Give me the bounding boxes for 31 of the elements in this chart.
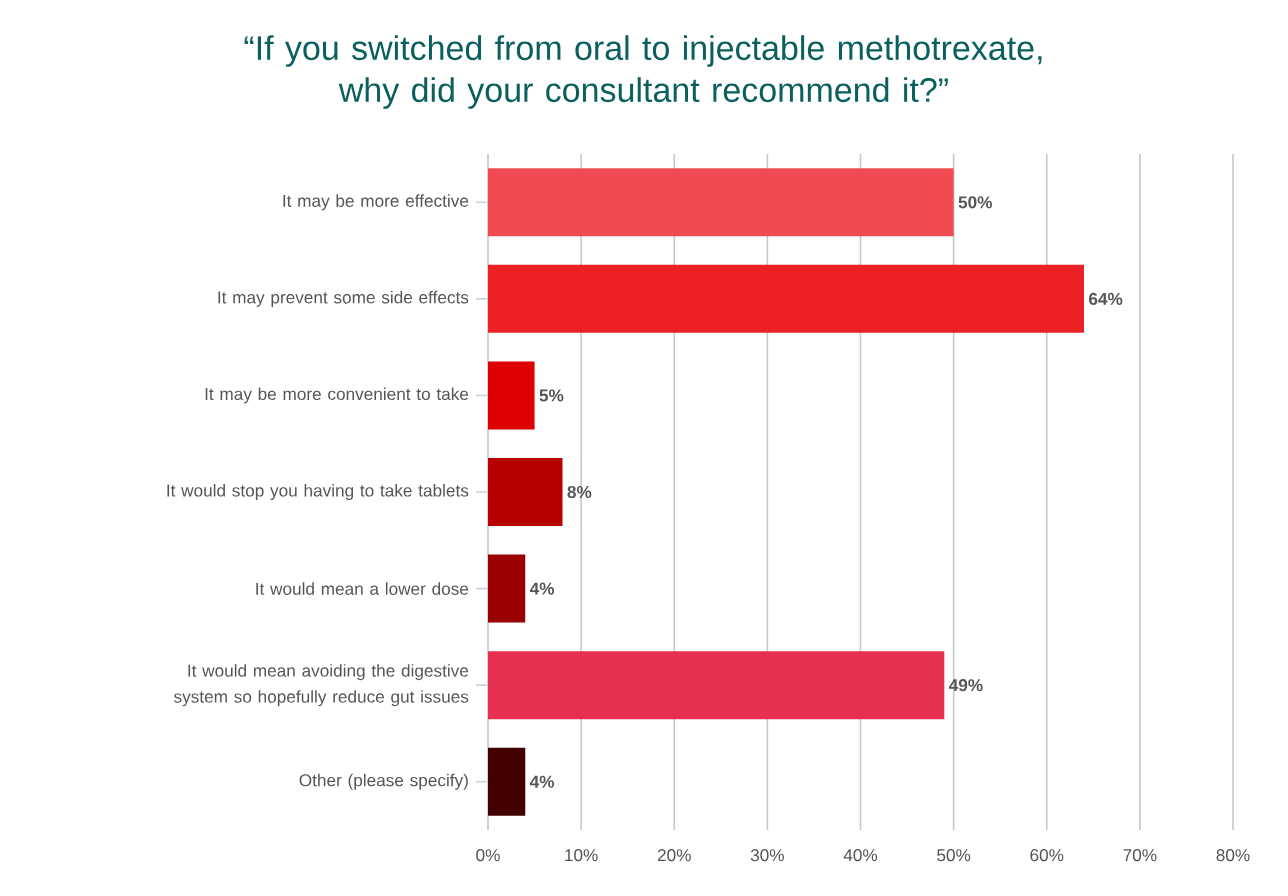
- data-label: 49%: [948, 679, 983, 692]
- bar: [488, 168, 954, 237]
- y-tick-label: Other (please specify): [299, 773, 468, 790]
- x-tick-label: 0%: [476, 849, 500, 862]
- x-tick-label: 10%: [565, 849, 598, 862]
- data-label: 50%: [958, 196, 992, 209]
- x-tick-label: 30%: [750, 849, 784, 862]
- y-tick-label: It would mean avoiding the digestive system so hopefully reduce gut issues: [173, 664, 469, 707]
- y-tick-label: It would stop you having to take tablets: [167, 484, 469, 501]
- bar: [488, 458, 563, 527]
- bar: [488, 651, 945, 720]
- y-tick-label: It may be more effective: [283, 194, 469, 211]
- bar: [488, 747, 526, 816]
- chart-title: “If you switched from oral to injectable methotrexate, why did your consultant recommend it?”: [244, 35, 1042, 109]
- x-tick-label: 40%: [843, 849, 878, 862]
- x-tick-label: 50%: [937, 849, 971, 862]
- bar: [488, 554, 526, 623]
- bar: [488, 361, 535, 430]
- x-tick-label: 20%: [657, 849, 691, 862]
- data-label: 64%: [1089, 292, 1123, 305]
- x-tick-label: 80%: [1216, 849, 1250, 862]
- x-tick-label: 70%: [1123, 849, 1157, 862]
- bar: [488, 264, 1084, 333]
- data-label: 8%: [567, 485, 592, 499]
- data-label: 5%: [539, 389, 564, 402]
- data-label: 4%: [529, 775, 555, 788]
- x-tick-label: 60%: [1030, 849, 1064, 862]
- y-tick-label: It may prevent some side effects: [218, 290, 469, 307]
- y-tick-label: It would mean a lower dose: [256, 582, 469, 595]
- data-label: 4%: [529, 582, 555, 595]
- y-tick-label: It may be more convenient to take: [205, 387, 469, 404]
